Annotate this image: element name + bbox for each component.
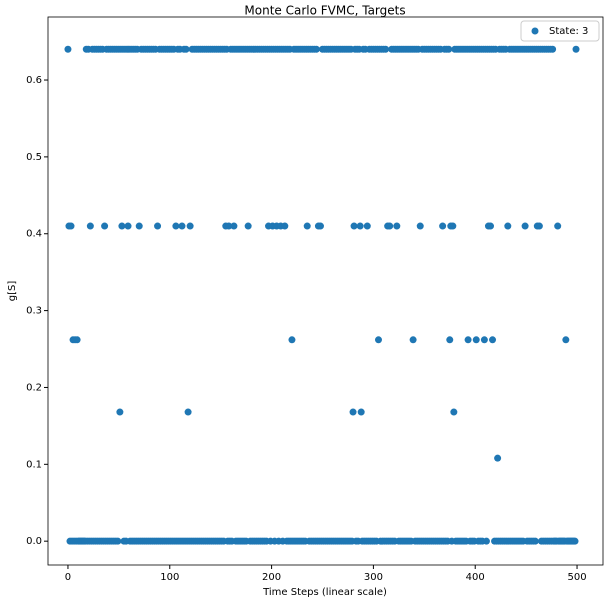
point [494,454,502,462]
point [182,45,190,53]
point [482,537,490,545]
point [572,45,580,53]
point [554,222,562,230]
point [382,45,390,53]
point [489,336,497,344]
point [531,537,539,545]
x-tick-label: 400 [466,572,485,583]
point [549,45,557,53]
y-tick-label: 0.4 [26,229,42,240]
y-tick-label: 0.0 [26,536,42,547]
point [374,336,382,344]
point [480,336,488,344]
point [316,222,324,230]
point [571,537,579,545]
point [449,222,457,230]
point [186,222,194,230]
point [73,336,81,344]
point [124,222,132,230]
point [312,45,320,53]
legend-marker [531,27,539,35]
point [281,222,289,230]
x-axis-label: Time Steps (linear scale) [262,587,387,598]
point [230,222,238,230]
point [521,222,529,230]
x-tick-label: 100 [160,572,179,583]
y-tick-label: 0.6 [26,75,42,86]
point [178,222,186,230]
point [472,336,480,344]
point [67,222,75,230]
point [135,222,143,230]
point [409,336,417,344]
point [357,408,365,416]
point [464,336,472,344]
point [116,408,124,416]
point [86,222,94,230]
point [349,408,357,416]
point [225,222,233,230]
y-tick-label: 0.5 [26,152,42,163]
y-tick-label: 0.1 [26,459,42,470]
point [535,222,543,230]
point [288,336,296,344]
point [439,222,447,230]
point [184,408,192,416]
point [101,222,109,230]
point [172,222,180,230]
point [486,222,494,230]
point [393,222,401,230]
legend-label: State: 3 [549,26,588,37]
point [350,222,358,230]
point [244,222,252,230]
point [154,222,162,230]
point [562,336,570,344]
point [445,45,453,53]
y-axis-label: g[S] [7,281,18,302]
chart-title: Monte Carlo FVMC, Targets [244,4,405,18]
y-tick-label: 0.3 [26,306,42,317]
point [303,222,311,230]
x-tick-label: 300 [364,572,383,583]
point [363,222,371,230]
point [386,222,394,230]
point [64,45,72,53]
x-tick-label: 200 [262,572,281,583]
point [450,408,458,416]
point [416,222,424,230]
point [356,222,364,230]
point [114,537,122,545]
point [118,222,126,230]
x-tick-label: 0 [65,572,71,583]
y-tick-label: 0.2 [26,382,42,393]
legend-box [520,20,600,42]
point [446,336,454,344]
plot-frame [47,16,604,566]
x-tick-label: 500 [567,572,586,583]
point [504,222,512,230]
